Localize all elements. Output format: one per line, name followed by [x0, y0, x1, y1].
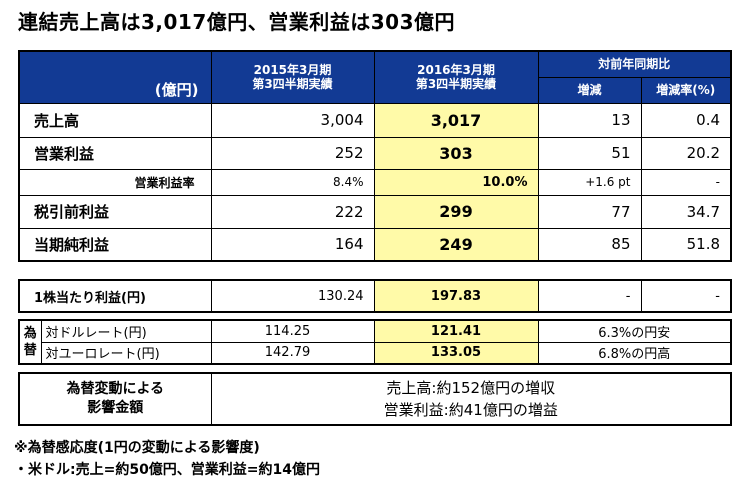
eps-change-rate: -: [640, 279, 732, 313]
value-2016: 299: [373, 194, 539, 229]
fx-note: 6.3%の円安: [537, 319, 732, 343]
yoy-header: 対前年同期比: [537, 50, 732, 78]
value-2016: 3,017: [373, 102, 539, 138]
value-2015: 3,004: [210, 102, 375, 138]
eps-change: -: [537, 279, 642, 313]
sensitivity-note-title: ※為替感応度(1円の変動による影響度): [14, 440, 260, 456]
fx-note: 6.8%の円高: [537, 341, 732, 365]
table-row: 税引前利益 222 299 77 34.7: [18, 194, 732, 229]
unit-header-cell: (億円): [18, 50, 212, 104]
value-change: 51: [537, 136, 642, 170]
value-2015: 252: [210, 136, 375, 170]
eps-2015: 130.24: [210, 279, 375, 313]
fx-label: 対ドルレート(円): [40, 319, 212, 343]
value-change-rate: -: [640, 168, 732, 196]
col-2015-header: 2015年3月期 第3四半期実績: [210, 50, 375, 104]
fx-impact-label-1: 為替変動による: [66, 381, 165, 397]
row-label: 当期純利益: [18, 227, 212, 262]
fx-2015: 142.79: [210, 341, 375, 365]
fx-impact-label-2: 影響金額: [87, 400, 144, 416]
value-2016: 303: [373, 136, 539, 170]
value-change-rate: 51.8: [640, 227, 732, 262]
value-change: 85: [537, 227, 642, 262]
value-2015: 222: [210, 194, 375, 229]
col-2015-header-line1: 2015年3月期: [253, 63, 332, 78]
eps-2016: 197.83: [373, 279, 539, 313]
row-label: 税引前利益: [18, 194, 212, 229]
table-row: 1株当たり利益(円) 130.24 197.83 - -: [18, 279, 732, 313]
fx-impact-values: 売上高:約152億円の増収 営業利益:約41億円の増益: [210, 372, 732, 426]
table-row: 為 替 対ドルレート(円) 114.25 121.41 6.3%の円安: [18, 319, 732, 365]
value-change-rate: 20.2: [640, 136, 732, 170]
table-row: 売上高 3,004 3,017 13 0.4: [18, 102, 732, 138]
value-change: 77: [537, 194, 642, 229]
page-title: 連結売上高は3,017億円、営業利益は303億円: [18, 10, 456, 34]
results-table: (億円) 2015年3月期 第3四半期実績 2016年3月期 第3四半期実績 対…: [18, 50, 733, 262]
fx-impact-line-1: 売上高:約152億円の増収: [386, 379, 556, 397]
fx-label: 対ユーロレート(円): [40, 341, 212, 365]
value-change: +1.6 pt: [537, 168, 642, 196]
value-change-rate: 34.7: [640, 194, 732, 229]
fx-group-label: 為 替: [18, 319, 42, 365]
fx-2016: 133.05: [373, 341, 539, 365]
row-label: 営業利益率: [18, 168, 212, 196]
table-row: 当期純利益 164 249 85 51.8: [18, 227, 732, 262]
fx-2015: 114.25: [210, 319, 375, 343]
value-2016: 10.0%: [373, 168, 539, 196]
col-2016-header: 2016年3月期 第3四半期実績: [373, 50, 539, 104]
unit-label: (億円): [154, 80, 199, 99]
fx-table: 為 替 対ドルレート(円) 114.25 121.41 6.3%の円安 対ユーロ…: [18, 319, 732, 365]
fx-2016: 121.41: [373, 319, 539, 343]
table-row: 為替変動による 影響金額 売上高:約152億円の増収 営業利益:約41億円の増益: [18, 372, 732, 426]
change-rate-header: 増減率(%): [640, 76, 732, 104]
sensitivity-note-usd: ・米ドル:売上=約50億円、営業利益=約14億円: [14, 462, 321, 478]
fx-impact-table: 為替変動による 影響金額 売上高:約152億円の増収 営業利益:約41億円の増益: [18, 372, 732, 426]
col-2016-header-line2: 第3四半期実績: [415, 77, 497, 92]
value-2015: 164: [210, 227, 375, 262]
eps-label: 1株当たり利益(円): [18, 279, 212, 313]
change-header: 増減: [537, 76, 642, 104]
table-row: 営業利益 252 303 51 20.2: [18, 136, 732, 170]
fx-impact-line-2: 営業利益:約41億円の増益: [383, 401, 558, 419]
value-change: 13: [537, 102, 642, 138]
fx-impact-label: 為替変動による 影響金額: [18, 372, 212, 426]
fx-group-label-1: 為: [23, 326, 37, 341]
fx-group-label-2: 替: [23, 343, 37, 358]
row-label: 売上高: [18, 102, 212, 138]
eps-table: 1株当たり利益(円) 130.24 197.83 - -: [18, 279, 732, 313]
table-row: 営業利益率 8.4% 10.0% +1.6 pt -: [18, 168, 732, 196]
value-2015: 8.4%: [210, 168, 375, 196]
value-change-rate: 0.4: [640, 102, 732, 138]
value-2016: 249: [373, 227, 539, 262]
row-label: 営業利益: [18, 136, 212, 170]
col-2016-header-line1: 2016年3月期: [417, 63, 495, 78]
table-row: 対ユーロレート(円) 142.79 133.05 6.8%の円高: [19, 341, 732, 365]
col-2015-header-line2: 第3四半期実績: [252, 77, 333, 92]
